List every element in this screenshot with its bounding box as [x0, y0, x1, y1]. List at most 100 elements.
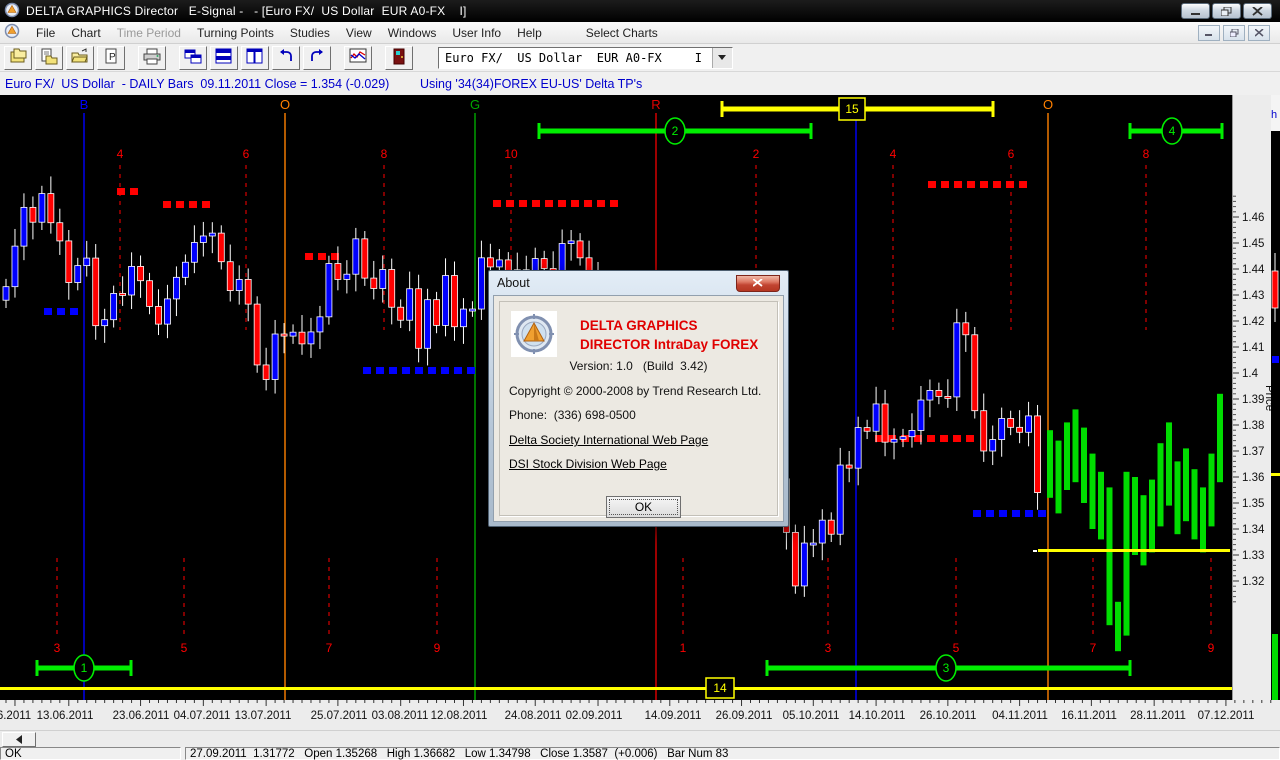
svg-text:7: 7: [326, 641, 333, 655]
open-folder-button[interactable]: [66, 45, 94, 70]
close-button[interactable]: [1243, 3, 1272, 19]
svg-text:02.09.2011: 02.09.2011: [566, 710, 623, 722]
mdi-window-controls: [1198, 24, 1276, 41]
svg-text:9: 9: [434, 641, 441, 655]
bar-readout: 27.09.2011 1.31772 Open 1.35268 High 1.3…: [185, 747, 1280, 760]
svg-text:1.34: 1.34: [1242, 524, 1265, 536]
background-window-edge: h: [1271, 95, 1280, 700]
redo-button[interactable]: [303, 45, 331, 70]
menu-time-period[interactable]: Time Period: [116, 25, 181, 40]
symbol-combobox-value: Euro FX/ US Dollar EUR A0-FX: [445, 50, 662, 65]
svg-text:O: O: [280, 97, 290, 112]
svg-text:1.39: 1.39: [1242, 394, 1264, 406]
svg-text:16.11.2011: 16.11.2011: [1061, 710, 1117, 722]
about-version: Version: 1.0 (Build 3.42): [569, 359, 708, 373]
symbol-combobox[interactable]: Euro FX/ US Dollar EUR A0-FX I: [438, 46, 733, 69]
svg-text:1.43: 1.43: [1242, 290, 1264, 302]
menu-studies[interactable]: Studies: [289, 25, 330, 40]
svg-text:1.32: 1.32: [1242, 576, 1264, 588]
tile-vertical-button[interactable]: [241, 45, 269, 70]
svg-text:B: B: [80, 97, 89, 112]
svg-text:3: 3: [54, 641, 61, 655]
menu-view[interactable]: View: [345, 25, 372, 40]
menu-chart[interactable]: Chart: [71, 25, 101, 40]
menu-select-charts[interactable]: Select Charts: [585, 25, 658, 40]
date-axis: 6.2011 13.06.2011 23.06.2011 04.07.2011 13.0…: [0, 700, 1280, 730]
svg-text:14: 14: [713, 681, 727, 695]
open-folders-button[interactable]: [4, 45, 32, 70]
printer-button[interactable]: [138, 45, 166, 70]
open-folder-icon: [70, 47, 90, 68]
dialog-close-button[interactable]: [736, 274, 780, 292]
menu-help[interactable]: Help: [517, 25, 542, 40]
about-dialog-titlebar[interactable]: About: [489, 271, 788, 295]
undo-icon: [276, 48, 296, 68]
mdi-restore-button[interactable]: [1223, 24, 1245, 41]
menu-bar: File Chart Time Period Turning Points Studie…: [0, 22, 1280, 44]
svg-text:28.11.2011: 28.11.2011: [1130, 710, 1186, 722]
svg-text:05.10.2011: 05.10.2011: [783, 710, 840, 722]
cascade-windows-button[interactable]: [179, 45, 207, 70]
copy-page-button[interactable]: [35, 45, 63, 70]
scroll-left-button[interactable]: [2, 732, 36, 747]
svg-text:4: 4: [890, 147, 897, 161]
page-setup-icon: P: [101, 48, 121, 68]
svg-text:1.46: 1.46: [1242, 212, 1264, 224]
svg-text:5: 5: [181, 641, 188, 655]
symbol-interval: I: [694, 50, 702, 65]
about-dialog: About DELTA GRAPHICS DIRECTOR IntraDay FO…: [488, 270, 789, 527]
exit-door-button[interactable]: [385, 45, 413, 70]
page-setup-button[interactable]: P: [97, 45, 125, 70]
dsi-stock-link[interactable]: DSI Stock Division Web Page: [509, 457, 667, 471]
minimize-button[interactable]: [1181, 3, 1210, 19]
svg-text:1: 1: [81, 661, 88, 675]
svg-text:15: 15: [845, 102, 859, 116]
chart-button[interactable]: [344, 45, 372, 70]
ok-button[interactable]: OK: [606, 496, 681, 518]
cascade-windows-icon: [183, 48, 203, 68]
tile-vertical-icon: [245, 48, 265, 68]
app-logo-icon: [4, 2, 20, 21]
svg-text:6.2011: 6.2011: [0, 710, 31, 722]
svg-text:10: 10: [504, 147, 518, 161]
svg-text:2: 2: [672, 124, 679, 138]
svg-text:8: 8: [1143, 147, 1150, 161]
svg-text:14.10.2011: 14.10.2011: [849, 710, 906, 722]
copy-page-icon: [39, 48, 59, 68]
mdi-close-button[interactable]: [1248, 24, 1270, 41]
svg-text:24.08.2011: 24.08.2011: [505, 710, 562, 722]
svg-text:13.07.2011: 13.07.2011: [235, 710, 292, 722]
svg-text:26.09.2011: 26.09.2011: [716, 710, 773, 722]
svg-text:25.07.2011: 25.07.2011: [311, 710, 368, 722]
delta-society-link[interactable]: Delta Society International Web Page: [509, 433, 709, 447]
svg-text:1.44: 1.44: [1242, 264, 1265, 276]
undo-button[interactable]: [272, 45, 300, 70]
menu-windows[interactable]: Windows: [387, 25, 437, 40]
exit-door-icon: [389, 48, 409, 68]
svg-text:03.08.2011: 03.08.2011: [372, 710, 429, 722]
chart-info-bar: Euro FX/ US Dollar - DAILY Bars 09.11.20…: [0, 72, 1280, 95]
svg-text:14.09.2011: 14.09.2011: [645, 710, 702, 722]
restore-button[interactable]: [1212, 3, 1241, 19]
svg-text:1.36: 1.36: [1242, 472, 1264, 484]
delta-tp-status-text: Using '34(34)FOREX EU-US' Delta TP's: [420, 76, 643, 91]
menu-user-info[interactable]: User Info: [452, 25, 502, 40]
svg-text:O: O: [1043, 97, 1053, 112]
svg-text:1.42: 1.42: [1242, 316, 1264, 328]
status-bar: OK 27.09.2011 1.31772 Open 1.35268 High …: [0, 747, 1280, 760]
tile-horizontal-button[interactable]: [210, 45, 238, 70]
chart-scrollbar: [0, 730, 1280, 747]
menu-file[interactable]: File: [36, 25, 56, 40]
title-bar: DELTA GRAPHICS Director E-Signal - - [Eu…: [0, 0, 1280, 22]
window-controls: [1181, 3, 1276, 19]
svg-text:04.07.2011: 04.07.2011: [174, 710, 231, 722]
combobox-dropdown-icon[interactable]: [712, 47, 732, 68]
svg-text:6: 6: [243, 147, 250, 161]
open-folders-icon: [8, 48, 28, 68]
svg-text:3: 3: [943, 661, 950, 675]
about-dialog-body: DELTA GRAPHICS DIRECTOR IntraDay FOREX Ve…: [493, 295, 784, 522]
menu-turning-points[interactable]: Turning Points: [196, 25, 274, 40]
mdi-minimize-button[interactable]: [1198, 24, 1220, 41]
price-axis-panel: 1.46 1.45 1.44 1.43 1.42 1.41 1.4 1.39 1.38 1.37 1…: [1232, 95, 1275, 700]
about-copyright: Copyright © 2000-2008 by Trend Research …: [509, 384, 762, 398]
